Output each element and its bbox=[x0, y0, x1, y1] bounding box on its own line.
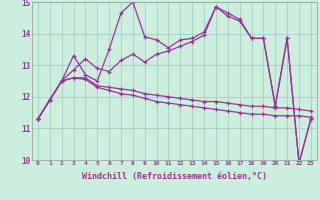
X-axis label: Windchill (Refroidissement éolien,°C): Windchill (Refroidissement éolien,°C) bbox=[82, 172, 267, 181]
